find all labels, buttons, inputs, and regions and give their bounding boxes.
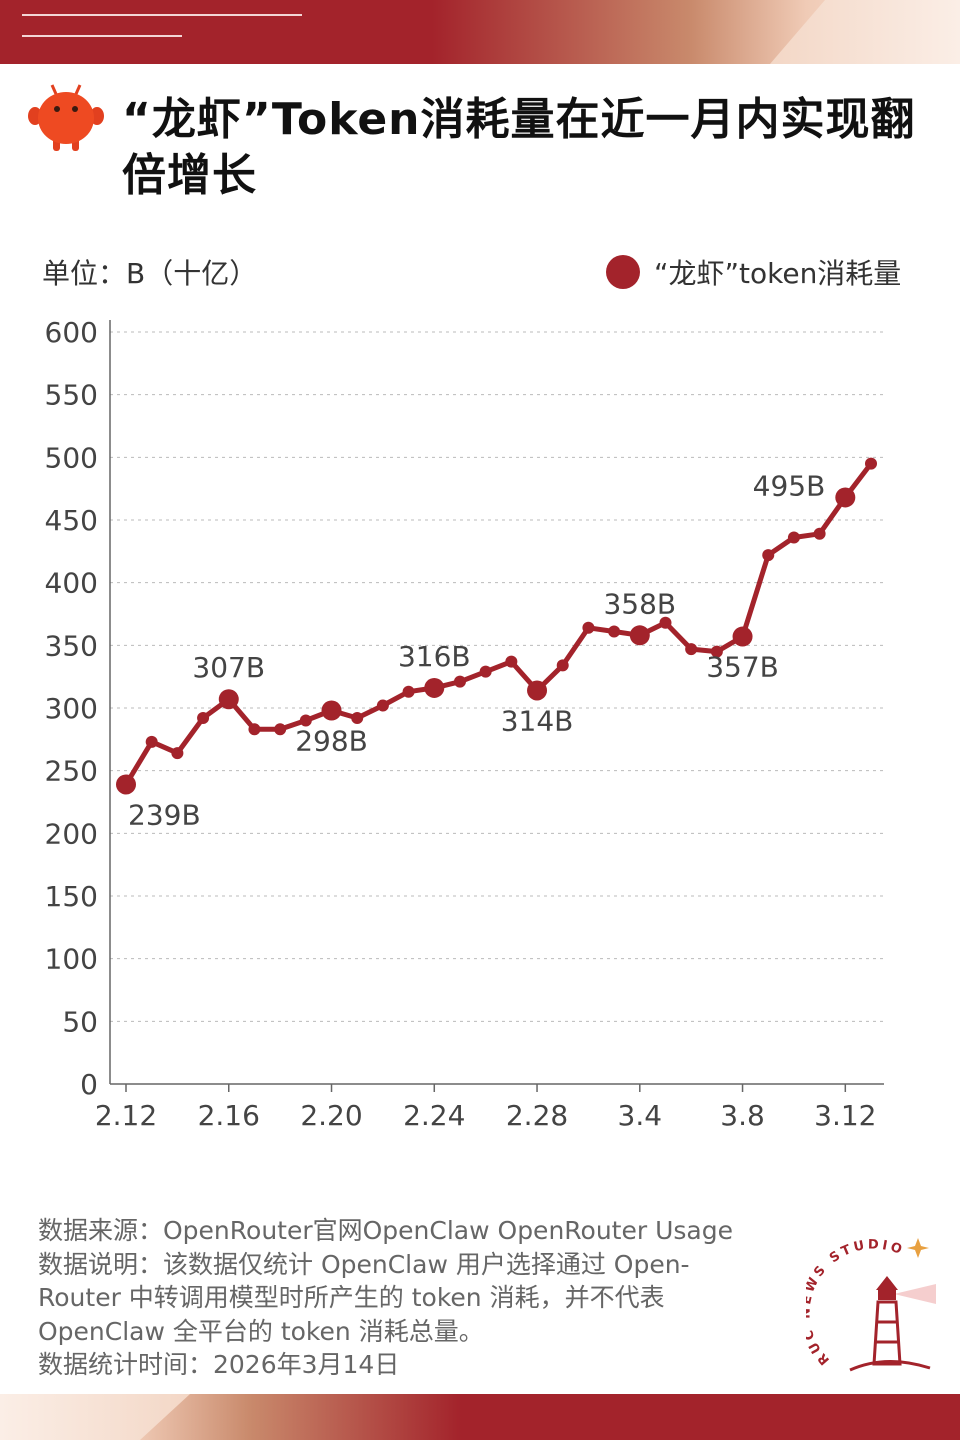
banner-accent (0, 1394, 190, 1440)
x-tick-label: 2.28 (506, 1099, 568, 1132)
highlight-point (835, 487, 856, 508)
y-tick-label: 550 (45, 379, 98, 412)
highlight-point (527, 680, 548, 701)
decor-line (22, 14, 302, 16)
legend-label: “龙虾”token消耗量 (654, 257, 902, 290)
page-title: “龙虾”Token消耗量在近一月内实现翻倍增长 (122, 94, 916, 201)
highlight-point (629, 625, 650, 646)
data-description-line: Router 中转调用模型时所产生的 token 消耗，并不代表 (38, 1283, 665, 1312)
y-tick-label: 0 (80, 1068, 98, 1101)
data-point (813, 527, 826, 540)
x-tick-label: 2.16 (198, 1099, 260, 1132)
data-description-line: OpenClaw 全平台的 token 消耗总量。 (38, 1316, 484, 1346)
y-tick-label: 450 (45, 504, 98, 537)
data-point (351, 712, 364, 725)
y-tick-label: 150 (45, 880, 98, 913)
highlight-point (321, 700, 342, 721)
unit-label: 单位：B（十亿） (42, 257, 258, 290)
data-point (556, 659, 569, 672)
banner-accent (770, 0, 960, 64)
bottom-banner (0, 1394, 960, 1440)
y-tick-label: 200 (45, 817, 98, 850)
x-tick-label: 3.4 (618, 1099, 663, 1132)
y-tick-label: 300 (45, 692, 98, 725)
data-description-line: 数据说明：该数据仅统计 OpenClaw 用户选择通过 Open- (38, 1249, 690, 1279)
legend-marker (606, 255, 640, 289)
x-tick-label: 3.8 (720, 1099, 765, 1132)
data-label: 298B (295, 725, 368, 758)
highlight-point (424, 677, 445, 698)
data-label: 357B (706, 651, 779, 684)
decor-line (22, 35, 182, 37)
x-tick-label: 2.12 (95, 1099, 157, 1132)
data-label: 239B (128, 798, 201, 831)
data-label: 495B (753, 469, 826, 502)
data-notes: 数据来源：OpenRouter官网OpenClaw OpenRouter Usa… (38, 1214, 778, 1382)
data-point (582, 621, 595, 634)
y-tick-label: 100 (45, 943, 98, 976)
highlight-point (116, 774, 136, 795)
data-point (608, 625, 621, 638)
data-label: 314B (501, 704, 574, 737)
line-chart: 6005505004504003503002502001501005002.12… (45, 316, 884, 1132)
data-source-note: 数据来源：OpenRouter官网OpenClaw OpenRouter Usa… (38, 1216, 733, 1245)
data-point (402, 685, 415, 698)
data-label: 358B (603, 587, 676, 620)
lobster-mascot-icon (28, 84, 104, 151)
data-point (197, 712, 210, 725)
y-tick-label: 50 (62, 1005, 98, 1038)
x-tick-label: 3.12 (814, 1099, 876, 1132)
data-point (299, 714, 312, 727)
data-point (376, 699, 389, 712)
data-point (248, 723, 261, 736)
data-point (787, 531, 800, 544)
chart-legend: “龙虾”token消耗量 (606, 252, 901, 292)
y-tick-label: 500 (45, 441, 98, 474)
y-tick-label: 600 (45, 316, 98, 349)
data-point (865, 457, 877, 470)
data-label: 307B (192, 651, 265, 684)
series-line (123, 461, 874, 787)
highlight-point (218, 689, 239, 710)
y-tick-label: 250 (45, 755, 98, 788)
y-tick-label: 350 (45, 629, 98, 662)
data-time-note: 数据统计时间：2026年3月14日 (38, 1350, 400, 1379)
data-point (171, 747, 184, 760)
x-tick-label: 2.20 (300, 1099, 362, 1132)
lighthouse-logo-icon: RUC NEWS STUDIO (806, 1238, 936, 1372)
data-point (762, 549, 775, 562)
data-point (453, 675, 466, 688)
data-point (505, 655, 518, 668)
data-point (145, 735, 158, 748)
highlight-point (732, 626, 753, 647)
top-banner (0, 0, 960, 64)
data-label: 316B (398, 640, 471, 673)
x-tick-label: 2.24 (403, 1099, 465, 1132)
data-point (710, 645, 723, 658)
data-point (274, 723, 287, 736)
data-point (479, 665, 492, 678)
data-point (685, 643, 698, 656)
y-tick-label: 400 (45, 567, 98, 600)
data-point (659, 616, 672, 629)
